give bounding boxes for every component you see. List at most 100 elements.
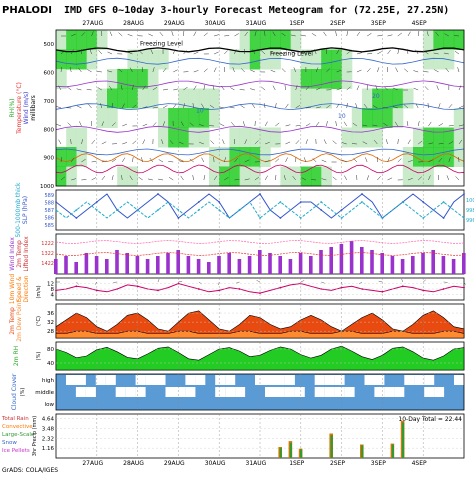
cloud-high-26 (315, 375, 325, 385)
rh-cell-7-3 (127, 89, 138, 109)
rh-cell-1-7 (66, 167, 77, 187)
cloud-middle-18 (235, 387, 245, 397)
cloud-row-label-0: high (42, 378, 55, 384)
geo-pt-0-2 (76, 217, 78, 219)
geo-pt-1-8 (137, 209, 139, 211)
cloud-high-28 (335, 375, 345, 385)
rh-cell-37-1 (433, 50, 444, 70)
wind-index-bar-21 (268, 253, 272, 274)
freezing-label-2: Freezing Level (270, 51, 313, 58)
rh-cell-22-0 (280, 30, 291, 50)
cloud-middle-38 (434, 387, 444, 397)
rh-cell-11-5 (168, 128, 179, 148)
wind-speed-pt-0-36 (422, 290, 424, 292)
cloud-middle-37 (424, 387, 434, 397)
cloud-middle-33 (384, 387, 394, 397)
date-bottom-5: 1SEP (289, 460, 304, 467)
cloud-middle-6 (116, 387, 126, 397)
wind-index-bar-38 (442, 256, 446, 274)
pressure-tick-3: 800 (44, 127, 55, 133)
rh-cell-32-3 (382, 89, 393, 109)
cloud-middle-23 (285, 387, 295, 397)
station-label: PHALODI (2, 5, 52, 16)
wind-index-bar-5 (105, 259, 109, 274)
rh-cell-4-0 (97, 30, 108, 50)
wind-index-bar-18 (238, 259, 242, 274)
cloud-middle-21 (265, 387, 275, 397)
geo-left-tick-0: 589 (44, 193, 54, 199)
isotherm-label-3: 10 (338, 113, 346, 120)
wind-index-bar-2 (74, 262, 78, 274)
wind-index-bar-27 (329, 247, 333, 274)
cloud-high-8 (136, 375, 146, 385)
rh-cell-17-5 (229, 128, 240, 148)
rh-cell-2-6 (76, 147, 87, 167)
rh-cell-0-7 (56, 167, 67, 187)
wind-index-bar-35 (411, 256, 415, 274)
cloud-high-17 (225, 375, 235, 385)
wind-speed-pt-0-34 (402, 285, 404, 287)
cloud-high-22 (275, 375, 285, 385)
date-top-7: 3SEP (371, 20, 386, 27)
wind-speed-pt-0-8 (137, 285, 139, 287)
rh-cell-8-3 (138, 89, 149, 109)
rh-cell-3-1 (87, 50, 98, 70)
precip-total: 10-Day Total = 22.44 (398, 416, 462, 423)
wind-index-bar-1 (64, 256, 68, 274)
rh-cell-31-4 (372, 108, 383, 128)
cloud-high-5 (106, 375, 116, 385)
cloud-high-32 (374, 375, 384, 385)
wind-index-bar-32 (380, 253, 384, 274)
precip-legend-0: Total Rain (1, 416, 29, 422)
rh-cell-39-0 (454, 30, 465, 50)
cloud-row-label-2: low (45, 402, 55, 408)
cloud-high-2 (76, 375, 86, 385)
geo-pt-1-38 (443, 201, 445, 203)
rh-cell-20-0 (260, 30, 271, 50)
pressure-tick-4: 900 (44, 156, 55, 162)
wind-speed-pt-0-14 (198, 288, 200, 290)
rh-cell-36-0 (423, 30, 434, 50)
rh-cell-37-0 (433, 30, 444, 50)
wind-speed-pt-0-0 (55, 290, 57, 292)
rh-cell-29-4 (352, 108, 363, 128)
geo-pt-1-14 (198, 209, 200, 211)
rh-cell-18-0 (240, 30, 251, 50)
precip-bar-1-30 (361, 445, 363, 458)
wind-speed-pt-0-32 (382, 291, 384, 293)
wind-index-bar-26 (319, 250, 323, 274)
wind-index-bar-17 (227, 253, 231, 274)
wind-index-bar-3 (85, 253, 89, 274)
geo-pt-0-0 (55, 201, 57, 203)
rh-cell-29-5 (352, 128, 363, 148)
wind-index-bar-8 (136, 256, 140, 274)
cloud-middle-29 (345, 387, 355, 397)
date-bottom-7: 3SEP (371, 460, 386, 467)
rh-cell-17-7 (229, 167, 240, 187)
wind-index-tick-1: 1322 (41, 251, 54, 257)
pressure-tick-2: 700 (44, 99, 55, 105)
upper-air-label-0: RH(%) (9, 98, 16, 117)
geo-left-tick-4: 585 (44, 223, 54, 229)
geo-pt-1-20 (259, 217, 261, 219)
date-top-3: 30AUG (205, 20, 226, 27)
cloud-high-21 (265, 375, 275, 385)
cloud-high-4 (96, 375, 106, 385)
rh-cell-10-5 (158, 128, 169, 148)
rh-cell-11-4 (168, 108, 179, 128)
rh-cell-23-0 (291, 30, 302, 50)
rh-cell-6-2 (117, 69, 128, 89)
rh-cell-37-5 (433, 128, 444, 148)
wind-index-bar-19 (248, 256, 252, 274)
geo-pt-0-22 (280, 217, 282, 219)
wind-index-bar-40 (462, 253, 466, 274)
date-top-2: 29AUG (164, 20, 185, 27)
precip-bar-1-27 (331, 435, 333, 458)
geo-pt-0-10 (157, 193, 159, 195)
rh-cell-14-3 (199, 89, 210, 109)
geo-left-tick-2: 587 (44, 208, 54, 214)
rh-cell-24-7 (301, 167, 312, 187)
cloud-high-36 (414, 375, 424, 385)
geo-pt-1-36 (422, 217, 424, 219)
upper-air-label-3: millibars (30, 95, 37, 121)
